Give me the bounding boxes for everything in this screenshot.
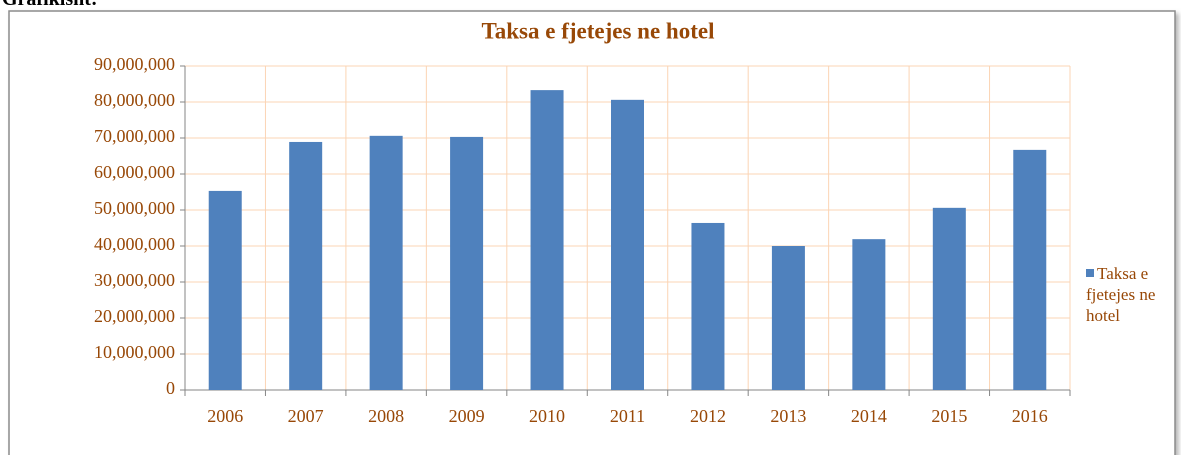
bar: [369, 135, 403, 390]
x-tick-label: 2014: [851, 406, 887, 426]
x-tick-label: 2015: [931, 406, 967, 426]
x-tick-label: 2012: [690, 406, 726, 426]
y-tick-label: 10,000,000: [94, 342, 175, 362]
y-tick-label: 90,000,000: [94, 54, 175, 74]
bar: [691, 222, 725, 390]
x-tick-label: 2013: [770, 406, 806, 426]
legend-swatch: [1086, 269, 1094, 277]
bar: [208, 190, 242, 390]
x-tick-label: 2007: [288, 406, 324, 426]
chart-title: Taksa e fjetejes ne hotel: [482, 18, 715, 43]
chart-frame: [8, 10, 1176, 455]
y-tick-label: 70,000,000: [94, 126, 175, 146]
bar: [450, 136, 484, 390]
x-tick-label: 2006: [207, 406, 243, 426]
legend-label: Taksa e fjetejes ne hotel: [1086, 264, 1156, 325]
bar: [771, 246, 805, 390]
bar: [852, 239, 886, 390]
y-tick-label: 40,000,000: [94, 234, 175, 254]
x-tick-label: 2009: [449, 406, 485, 426]
bar: [932, 207, 966, 390]
x-tick-label: 2008: [368, 406, 404, 426]
bar: [611, 99, 644, 390]
bar: [1013, 149, 1047, 390]
legend: Taksa e fjetejes ne hotel: [1086, 263, 1176, 326]
y-tick-label: 60,000,000: [94, 162, 175, 182]
bar: [289, 141, 323, 390]
bar: [530, 90, 564, 391]
y-tick-label: 30,000,000: [94, 270, 175, 290]
caption: Grafikisht:: [2, 0, 98, 11]
y-tick-label: 20,000,000: [94, 306, 175, 326]
y-tick-label: 50,000,000: [94, 198, 175, 218]
x-tick-label: 2016: [1012, 406, 1048, 426]
x-tick-label: 2011: [610, 406, 645, 426]
x-tick-label: 2010: [529, 406, 565, 426]
y-tick-label: 0: [166, 378, 175, 398]
y-tick-label: 80,000,000: [94, 90, 175, 110]
